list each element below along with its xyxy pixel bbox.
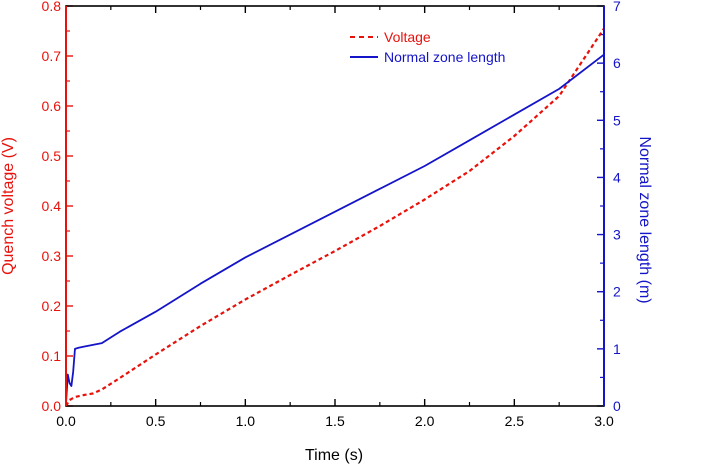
right-tick-label: 7 bbox=[613, 0, 621, 14]
left-tick-label: 0.0 bbox=[42, 398, 62, 414]
left-tick-label: 0.2 bbox=[42, 298, 62, 314]
right-tick-label: 6 bbox=[613, 55, 621, 71]
x-tick-label: 0.0 bbox=[56, 413, 76, 429]
x-tick-label: 3.0 bbox=[594, 413, 614, 429]
right-tick-label: 5 bbox=[613, 112, 621, 128]
left-tick-label: 0.1 bbox=[42, 348, 62, 364]
right-tick-label: 2 bbox=[613, 284, 621, 300]
x-tick-label: 1.5 bbox=[325, 413, 345, 429]
left-tick-label: 0.6 bbox=[42, 98, 62, 114]
series-layer bbox=[65, 27, 605, 407]
series-line-normal-zone-length bbox=[65, 53, 605, 404]
x-tick-label: 1.0 bbox=[236, 413, 256, 429]
left-tick-label: 0.5 bbox=[42, 148, 62, 164]
x-axis-title: Time (s) bbox=[305, 447, 363, 464]
left-axis-title: Quench voltage (V) bbox=[0, 137, 17, 275]
legend: Voltage Normal zone length bbox=[350, 29, 505, 65]
x-tick-label: 0.5 bbox=[146, 413, 166, 429]
legend-voltage-label: Voltage bbox=[384, 29, 431, 45]
left-tick-label: 0.8 bbox=[42, 0, 62, 14]
left-tick-label: 0.7 bbox=[42, 48, 62, 64]
x-tick-label: 2.5 bbox=[505, 413, 525, 429]
ticks-layer: 0.0 0.5 1.0 1.5 2.0 2.5 3.0 0.0 0.1 0.2 0.3 0.4 0.5 0… bbox=[42, 0, 621, 429]
legend-length-label: Normal zone length bbox=[384, 49, 505, 65]
right-axis-title: Normal zone length (m) bbox=[636, 136, 653, 303]
x-tick-label: 2.0 bbox=[415, 413, 435, 429]
right-tick-label: 0 bbox=[613, 398, 621, 414]
right-tick-label: 4 bbox=[613, 169, 621, 185]
left-tick-label: 0.4 bbox=[42, 198, 62, 214]
series-line-voltage bbox=[65, 27, 605, 407]
right-tick-label: 1 bbox=[613, 341, 621, 357]
plot-frame bbox=[65, 5, 605, 407]
right-tick-label: 3 bbox=[613, 227, 621, 243]
left-tick-label: 0.3 bbox=[42, 248, 62, 264]
